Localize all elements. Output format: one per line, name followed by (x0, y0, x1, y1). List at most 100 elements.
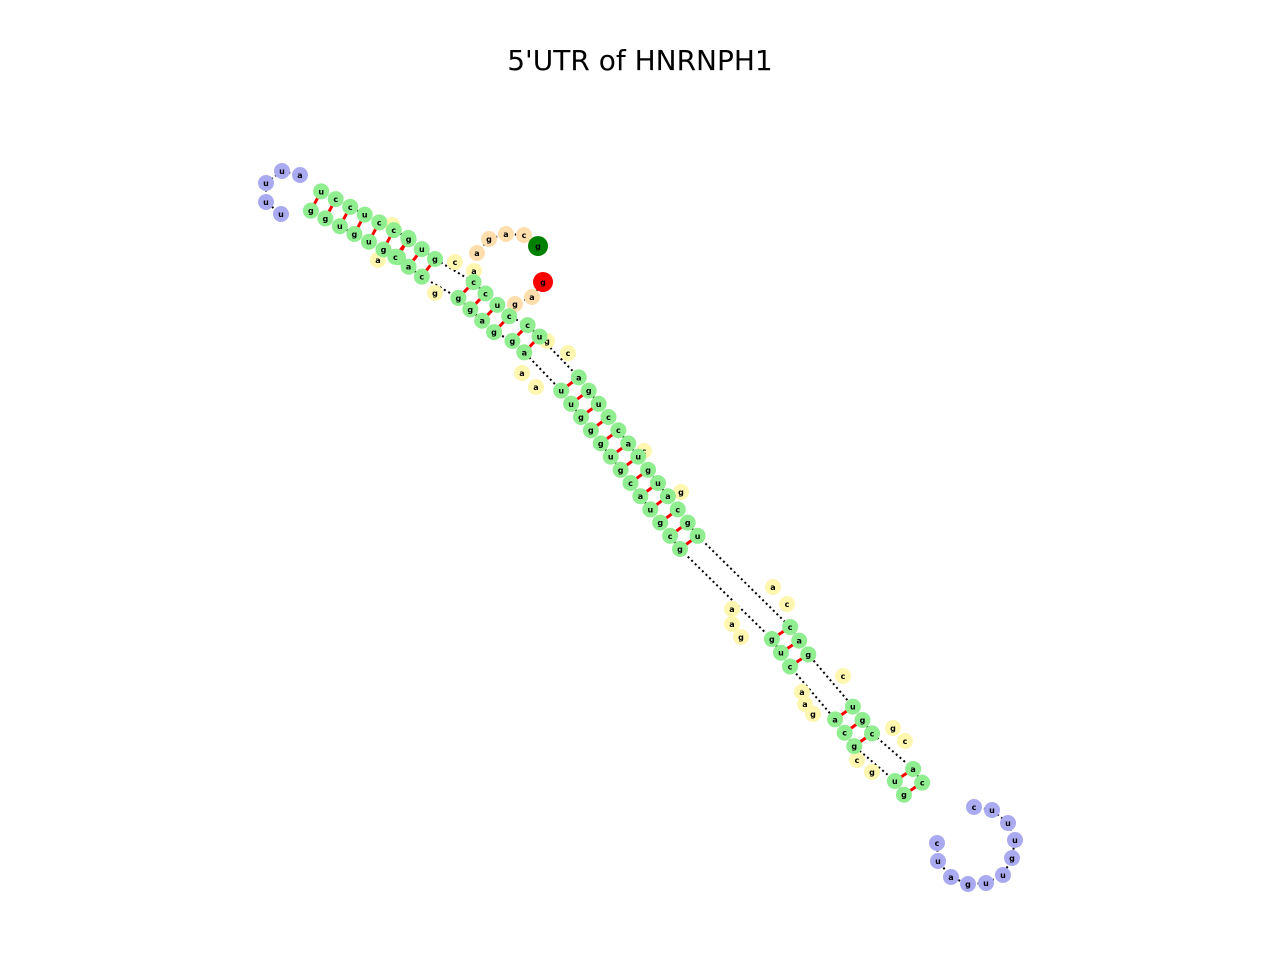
internal-loop-base-marker (849, 752, 865, 768)
stem-base: c (782, 618, 799, 635)
stem-base-letter: c (507, 312, 512, 321)
stem-base: a (516, 344, 533, 361)
stem-base: c (669, 501, 686, 518)
stem-base-letter: u (892, 777, 898, 786)
stem-base-marker (342, 198, 359, 215)
stem-base-marker (895, 786, 912, 803)
stem-base-letter: u (608, 453, 614, 462)
stem-base-letter: u (318, 187, 324, 196)
internal-loop-base-marker (427, 285, 443, 301)
stem-base-marker (327, 191, 344, 208)
hairpin-loop-a-base-letter: u (279, 167, 285, 176)
stem-base-marker (612, 461, 629, 478)
hairpin-loop-b-base-letter: u (1012, 836, 1018, 845)
stem-base: c (600, 409, 617, 425)
stem-base: c (477, 285, 494, 302)
stem-base-letter: u (537, 332, 543, 341)
stem-base-letter: a (638, 492, 643, 501)
stem-base-marker (519, 317, 536, 334)
stem-base-marker (659, 488, 676, 505)
stem-base-marker (592, 435, 609, 452)
stem-base: c (371, 214, 388, 231)
exterior-loop-base-letter: g (486, 235, 492, 244)
stem-base: g (800, 646, 817, 663)
internal-loop-base-marker (835, 668, 851, 684)
stem-base-marker (573, 409, 589, 425)
hairpin-loop-b-base-marker (984, 802, 1000, 818)
exterior-loop-base-letter: g (512, 300, 518, 309)
stem-base: u (531, 328, 548, 345)
stem-base: c (465, 274, 482, 291)
hairpin-loop-b-base: u (984, 802, 1000, 818)
stem-base-marker (854, 711, 871, 728)
stem-base: g (763, 631, 780, 648)
stem-base-marker (652, 514, 669, 531)
stem-base-letter: c (842, 729, 847, 738)
stem-base: g (573, 409, 589, 425)
stem-base-letter: c (348, 203, 353, 212)
stem-base: u (642, 501, 659, 518)
stem-base: a (905, 760, 922, 777)
stem-base-marker (689, 527, 706, 544)
internal-loop-base-letter: c (785, 600, 790, 609)
stem-base: u (360, 233, 377, 250)
internal-loop-base-letter: a (729, 620, 734, 629)
stem-base-marker (905, 760, 922, 777)
stem-base: c (914, 774, 931, 791)
internal-loop-base-marker (514, 365, 530, 381)
hairpin-loop-b-base-marker (1007, 832, 1023, 848)
internal-loop-base: g (427, 285, 443, 301)
stem-base: c (501, 308, 518, 325)
stem-base-marker (610, 422, 627, 439)
internal-loop-base-marker (673, 484, 689, 500)
stem-base: a (620, 435, 637, 452)
stem-base-marker (477, 285, 494, 302)
stem-base-marker (387, 248, 404, 265)
stem-base-letter: a (665, 492, 670, 501)
hairpin-loop-b-base-marker (966, 799, 982, 815)
stem-base-marker (331, 218, 348, 235)
stem-base-letter: g (406, 235, 412, 244)
exterior-loop-base: g (507, 296, 523, 312)
stem-base-letter: c (606, 413, 611, 422)
exterior-loop-base: a (524, 289, 540, 305)
nucleotide-layer: gagcagcaacgacaagcaaggccguauuucuuuguugauc… (258, 163, 1023, 892)
internal-loop-base-letter: a (519, 369, 524, 378)
stem-base-marker (501, 308, 518, 325)
internal-loop-base-letter: c (453, 258, 458, 267)
stem-base-marker (620, 435, 637, 452)
stem-base-marker (531, 328, 548, 345)
stem-base: g (486, 324, 503, 341)
stem-base-marker (474, 312, 491, 329)
backbone-strand (320, 190, 924, 784)
stem-base-marker (504, 332, 521, 349)
stem-base-marker (836, 724, 853, 741)
stem-base-marker (782, 618, 799, 635)
stem-base-letter: c (391, 226, 396, 235)
internal-loop-base: a (528, 379, 544, 395)
stem-base: a (659, 488, 676, 505)
stem-base-letter: u (778, 649, 784, 658)
internal-loop-base-letter: g (890, 724, 896, 733)
stem-base: u (553, 382, 570, 399)
stem-base: g (346, 225, 363, 242)
stem-base-letter: g (586, 387, 592, 396)
internal-loop-base-letter: a (375, 256, 380, 265)
stem-base-letter: c (377, 218, 382, 227)
hairpin-loop-a-base-marker (292, 167, 308, 183)
stem-base-marker (782, 658, 799, 675)
hairpin-loop-a-base: a (292, 167, 308, 183)
stem-base-letter: a (797, 637, 802, 646)
stem-base-letter: u (337, 222, 343, 231)
hairpin-loop-a-base-letter: u (263, 198, 269, 207)
internal-loop-base-letter: g (544, 337, 550, 346)
hairpin-loop-b-base: u (978, 875, 994, 891)
hairpin-loop-b-base: u (930, 853, 946, 869)
exterior-loop-base-marker (507, 296, 523, 312)
stem-base-marker (346, 225, 363, 242)
stem-base: c (610, 422, 627, 439)
internal-loop-base-letter: g (869, 768, 875, 777)
stem-base-letter: u (568, 400, 574, 409)
exterior-loop-base: a (469, 245, 485, 261)
stem-base-marker (360, 233, 377, 250)
